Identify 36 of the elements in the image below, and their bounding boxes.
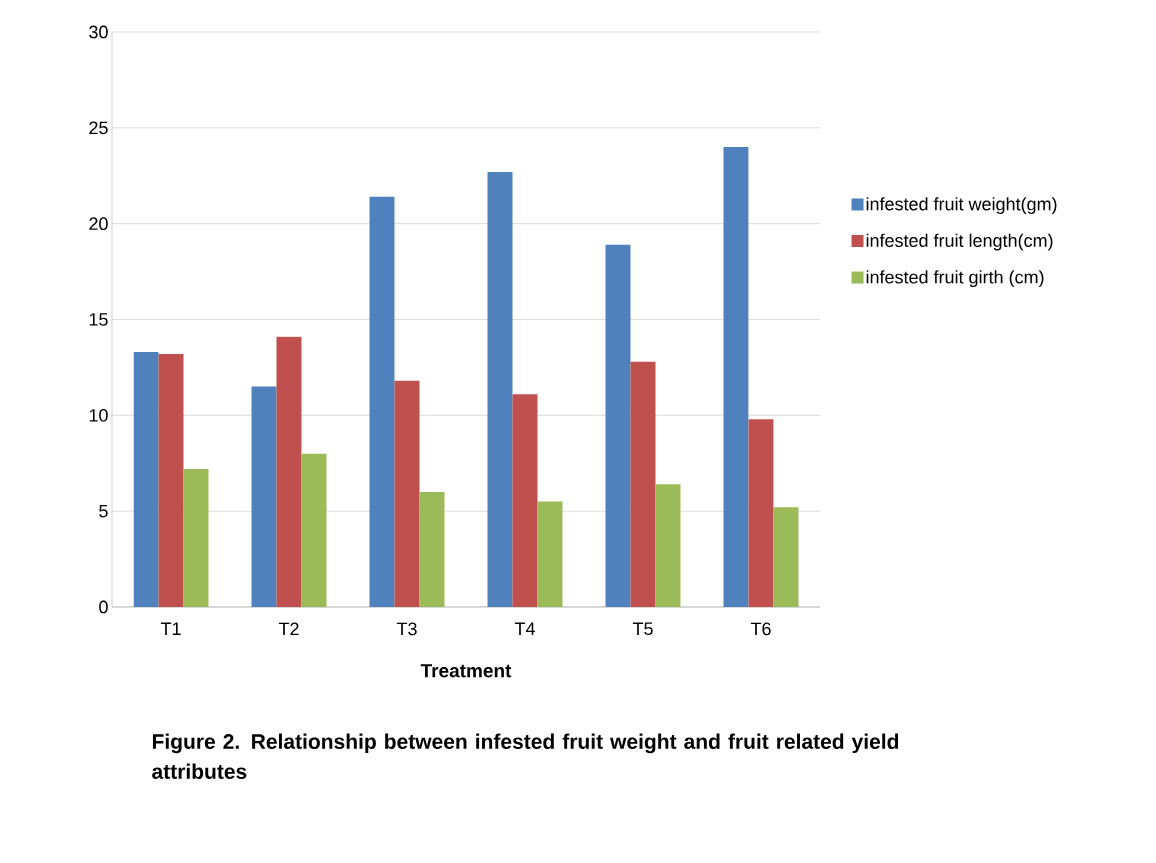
bar [748, 419, 774, 607]
bar [773, 507, 799, 607]
y-tick-label: 15 [89, 313, 108, 326]
y-tick-label: 5 [99, 504, 108, 518]
bar [630, 361, 656, 607]
bar [276, 336, 302, 607]
x-tick-label: T5 [632, 622, 653, 636]
bar [605, 244, 631, 607]
bar [133, 352, 159, 607]
y-tick-label: 0 [99, 600, 108, 614]
x-tick-label: T3 [396, 622, 417, 636]
legend-label: infested fruit weight(gm) [866, 197, 1057, 214]
y-tick-label: 20 [89, 217, 108, 231]
x-tick-label: T4 [514, 622, 535, 635]
y-tick-label: 25 [89, 121, 108, 135]
x-tick-label: T6 [750, 622, 771, 636]
bar [158, 354, 184, 607]
bar [301, 453, 327, 607]
bar [655, 484, 681, 607]
bar [537, 501, 563, 607]
text: Figure 2. Relationship between infested fruit weight and fruit related yield attributes [152, 733, 899, 779]
bar [512, 394, 538, 607]
x-axis-title: Treatment [420, 664, 512, 678]
bar [487, 171, 513, 607]
y-tick-label: 10 [89, 408, 108, 422]
x-tick-label: T2 [278, 622, 299, 636]
bar [369, 196, 395, 607]
bar [723, 147, 749, 607]
legend-label: infested fruit length(cm) [866, 233, 1053, 251]
bar [394, 380, 420, 607]
bar [419, 492, 445, 607]
bar [183, 469, 209, 607]
bar [251, 386, 277, 607]
y-tick-label: 30 [89, 25, 108, 39]
x-tick-label: T1 [160, 622, 181, 635]
legend-label: infested fruit girth (cm) [866, 270, 1044, 288]
